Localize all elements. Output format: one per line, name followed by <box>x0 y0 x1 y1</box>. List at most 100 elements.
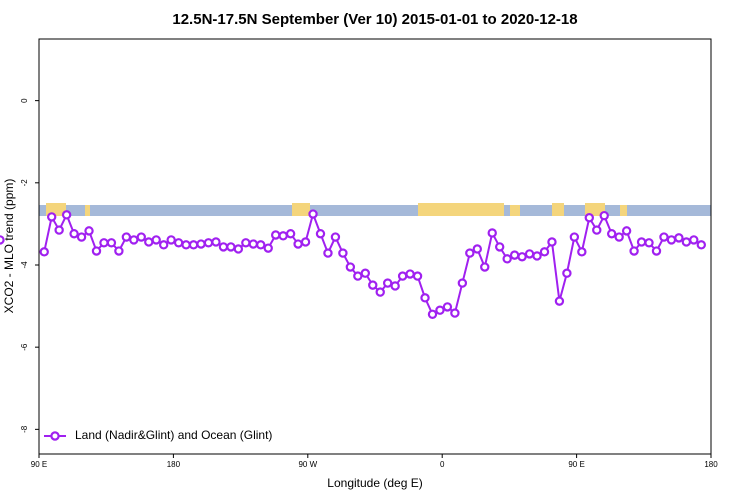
data-point <box>91 246 102 256</box>
data-point <box>345 262 356 272</box>
y-tick-label: -2 <box>20 179 29 187</box>
data-point <box>569 232 580 242</box>
data-point <box>681 237 692 247</box>
data-point <box>666 235 677 245</box>
series-line <box>43 210 702 316</box>
data-point <box>621 226 632 236</box>
data-point <box>248 239 258 249</box>
data-point <box>562 268 572 278</box>
y-tick-label: -4 <box>20 261 29 269</box>
data-point <box>196 239 206 249</box>
land-patch <box>292 203 310 216</box>
data-point <box>151 235 161 245</box>
data-point <box>256 240 266 250</box>
data-point <box>84 226 94 236</box>
x-tick-label: 180 <box>704 460 718 469</box>
x-axis-title: Longitude (deg E) <box>327 476 422 490</box>
data-point <box>308 209 318 219</box>
data-point <box>494 242 505 252</box>
data-point <box>181 240 191 250</box>
data-point <box>106 238 117 248</box>
data-point <box>584 213 594 223</box>
data-point <box>592 225 602 235</box>
data-point <box>480 262 490 272</box>
data-point <box>651 246 662 256</box>
data-point <box>315 229 326 239</box>
land-patch <box>585 203 605 216</box>
data-point <box>465 248 475 258</box>
land-patch <box>85 205 90 216</box>
data-point <box>39 247 49 257</box>
data-point <box>368 280 378 290</box>
data-point <box>129 235 139 245</box>
y-tick-label: -8 <box>20 425 29 433</box>
data-point <box>375 287 385 297</box>
x-tick-label: 90 W <box>298 460 317 469</box>
y-axis-title: XCO2 - MLO trend (ppm) <box>2 179 16 314</box>
data-point <box>158 240 169 250</box>
data-point <box>144 237 154 247</box>
data-point <box>636 237 647 247</box>
data-point <box>46 212 57 222</box>
y-tick-label: -6 <box>20 343 29 351</box>
data-point <box>629 246 639 256</box>
data-point <box>614 232 624 242</box>
data-point <box>353 271 363 281</box>
data-point <box>166 235 176 245</box>
data-point <box>689 235 699 245</box>
data-point <box>69 229 79 239</box>
data-point <box>99 238 109 248</box>
land-patch <box>552 203 564 216</box>
x-tick-label: 180 <box>167 460 181 469</box>
data-point <box>278 231 288 241</box>
data-point <box>360 268 370 278</box>
data-point <box>323 248 333 258</box>
data-point <box>532 251 542 261</box>
data-point <box>382 278 393 288</box>
data-point <box>659 232 669 242</box>
data-point <box>270 230 281 240</box>
data-point <box>233 244 244 254</box>
data-point <box>517 252 527 262</box>
data-point <box>203 238 214 248</box>
data-point <box>54 225 64 235</box>
chart-title: 12.5N-17.5N September (Ver 10) 2015-01-0… <box>172 11 577 28</box>
data-point <box>412 271 423 281</box>
data-point <box>226 242 236 252</box>
data-point <box>390 281 400 291</box>
data-point <box>420 293 430 303</box>
data-point <box>524 249 535 259</box>
land-ocean-strip <box>39 203 711 216</box>
data-point <box>61 210 72 220</box>
data-point <box>599 210 609 221</box>
data-point <box>397 271 408 281</box>
data-point <box>218 242 229 252</box>
legend-label: Land (Nadir&Glint) and Ocean (Glint) <box>75 428 272 442</box>
data-point <box>121 232 132 242</box>
x-tick-label: 90 E <box>31 460 47 469</box>
data-point <box>405 269 415 279</box>
data-point <box>76 232 87 242</box>
data-point <box>211 237 221 247</box>
data-point <box>450 308 460 318</box>
data-point <box>472 244 482 254</box>
data-point <box>539 247 550 257</box>
data-point <box>554 296 565 306</box>
y-tick-label: 0 <box>20 98 29 103</box>
data-point <box>0 235 5 245</box>
data-point <box>300 237 311 247</box>
data-point <box>188 240 199 250</box>
data-point <box>293 239 303 249</box>
data-point <box>606 229 617 239</box>
data-point <box>330 232 341 242</box>
data-point <box>502 254 512 264</box>
data-point <box>487 228 497 238</box>
land-patch <box>418 203 504 216</box>
data-point <box>577 247 587 257</box>
data-point <box>547 237 557 247</box>
ocean-band <box>39 205 711 216</box>
data-point <box>696 240 706 250</box>
data-point <box>457 278 468 288</box>
land-patch <box>620 205 627 216</box>
x-tick-label: 0 <box>440 460 445 469</box>
